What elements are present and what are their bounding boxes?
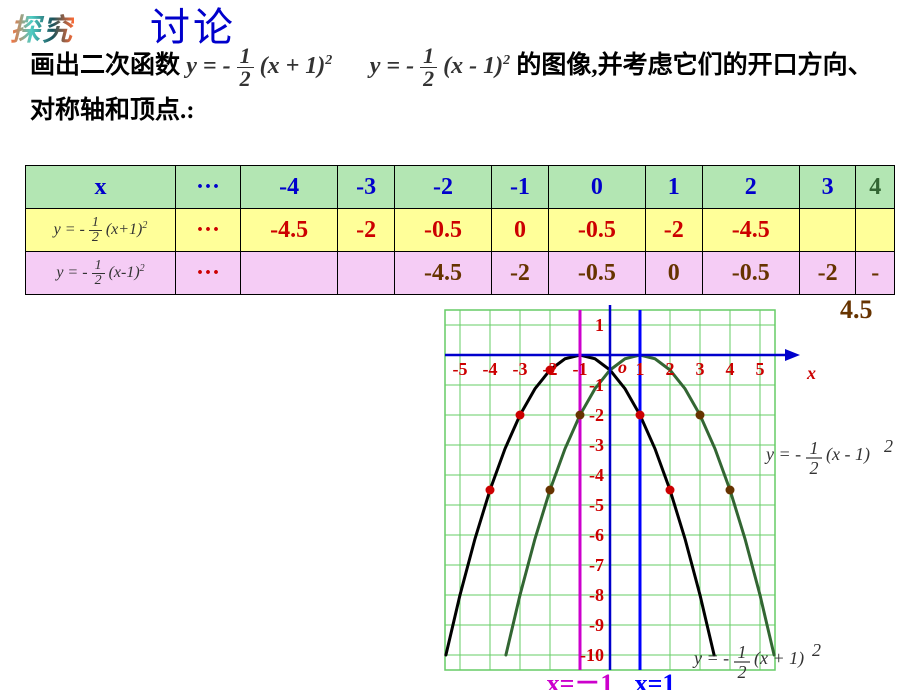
- y1-cell: -2: [338, 209, 395, 252]
- x-cell: 0: [548, 166, 645, 209]
- y1-cell: -4.5: [702, 209, 799, 252]
- y2-cell: -2: [492, 252, 549, 295]
- svg-text:2: 2: [666, 359, 675, 379]
- x-cell: 4: [856, 166, 895, 209]
- x-cell: 2: [702, 166, 799, 209]
- svg-text:(x - 1): (x - 1): [826, 444, 870, 465]
- svg-text:y = -: y = -: [764, 444, 801, 464]
- svg-text:x: x: [806, 363, 816, 383]
- table-row-x: x ··· -4 -3 -2 -1 0 1 2 3 4: [26, 166, 895, 209]
- y1-cell: [856, 209, 895, 252]
- svg-text:1: 1: [738, 642, 747, 662]
- svg-text:-3: -3: [513, 359, 528, 379]
- table-row-y1: y = - 12 (x+1)2 ··· -4.5 -2 -0.5 0 -0.5 …: [26, 209, 895, 252]
- x-cell: -4: [241, 166, 338, 209]
- svg-text:2: 2: [812, 640, 821, 660]
- explore-title: 探究: [10, 5, 74, 49]
- svg-text:-4: -4: [589, 465, 604, 485]
- y1-cell: 0: [492, 209, 549, 252]
- table-row-y2: y = - 12 (x-1)2 ··· -4.5 -2 -0.5 0 -0.5 …: [26, 252, 895, 295]
- graph-svg: -5-4-3-2-112345o1-1-2-3-4-5-6-7-8-9-10xy…: [405, 305, 915, 690]
- svg-text:2: 2: [884, 436, 893, 456]
- x-cell: 1: [646, 166, 703, 209]
- y1-header: y = - 12 (x+1)2: [26, 209, 176, 252]
- svg-text:-9: -9: [589, 615, 604, 635]
- svg-text:2: 2: [810, 458, 819, 478]
- svg-text:-8: -8: [589, 585, 604, 605]
- value-table: x ··· -4 -3 -2 -1 0 1 2 3 4 y = - 12 (x+…: [25, 165, 895, 295]
- y2-cell: -4.5: [394, 252, 491, 295]
- y1-cell: [799, 209, 856, 252]
- svg-text:-1: -1: [589, 375, 604, 395]
- formula-2: y = - 12 (x - 1)2: [370, 45, 510, 90]
- svg-text:y = -: y = -: [692, 648, 729, 668]
- svg-text:-2: -2: [589, 405, 604, 425]
- svg-text:x=1: x=1: [635, 669, 676, 690]
- y2-cell: [241, 252, 338, 295]
- x-cell: -3: [338, 166, 395, 209]
- y1-cell: -0.5: [548, 209, 645, 252]
- svg-text:-6: -6: [589, 525, 604, 545]
- y2-cell: [338, 252, 395, 295]
- svg-text:1: 1: [810, 438, 819, 458]
- cell-ellipsis: ···: [176, 209, 241, 252]
- y1-cell: -2: [646, 209, 703, 252]
- svg-text:-1: -1: [573, 359, 588, 379]
- main-prompt: 画出二次函数 y = - 12 (x + 1)2 y = - 12 (x - 1…: [30, 45, 890, 133]
- y2-cell: -2: [799, 252, 856, 295]
- svg-text:5: 5: [756, 359, 765, 379]
- y2-cell: -0.5: [702, 252, 799, 295]
- x-cell: -2: [394, 166, 491, 209]
- cell-ellipsis: ···: [176, 166, 241, 209]
- svg-text:-4: -4: [483, 359, 498, 379]
- svg-text:-3: -3: [589, 435, 604, 455]
- x-cell: 3: [799, 166, 856, 209]
- y2-header: y = - 12 (x-1)2: [26, 252, 176, 295]
- graph-area: -5-4-3-2-112345o1-1-2-3-4-5-6-7-8-9-10xy…: [405, 305, 915, 690]
- svg-text:1: 1: [595, 315, 604, 335]
- cell-ellipsis: ···: [176, 252, 241, 295]
- header: 探究 讨论 画出二次函数 y = - 12 (x + 1)2 y = - 12 …: [0, 0, 920, 155]
- x-cell: -1: [492, 166, 549, 209]
- svg-text:-10: -10: [580, 645, 604, 665]
- svg-text:2: 2: [738, 662, 747, 682]
- svg-text:1: 1: [636, 359, 645, 379]
- svg-text:-5: -5: [453, 359, 468, 379]
- y2-cell: -0.5: [548, 252, 645, 295]
- x-header: x: [26, 166, 176, 209]
- svg-text:4: 4: [726, 359, 735, 379]
- y1-cell: -4.5: [241, 209, 338, 252]
- y1-cell: -0.5: [394, 209, 491, 252]
- y2-cell: -: [856, 252, 895, 295]
- svg-text:-7: -7: [589, 555, 604, 575]
- svg-text:x=－1: x=－1: [547, 669, 614, 690]
- svg-text:o: o: [618, 357, 627, 377]
- prompt-part-1: 画出二次函数: [30, 52, 180, 79]
- svg-text:3: 3: [696, 359, 705, 379]
- svg-text:-5: -5: [589, 495, 604, 515]
- y2-cell: 0: [646, 252, 703, 295]
- formula-1: y = - 12 (x + 1)2: [186, 45, 332, 90]
- svg-text:(x + 1): (x + 1): [754, 648, 804, 669]
